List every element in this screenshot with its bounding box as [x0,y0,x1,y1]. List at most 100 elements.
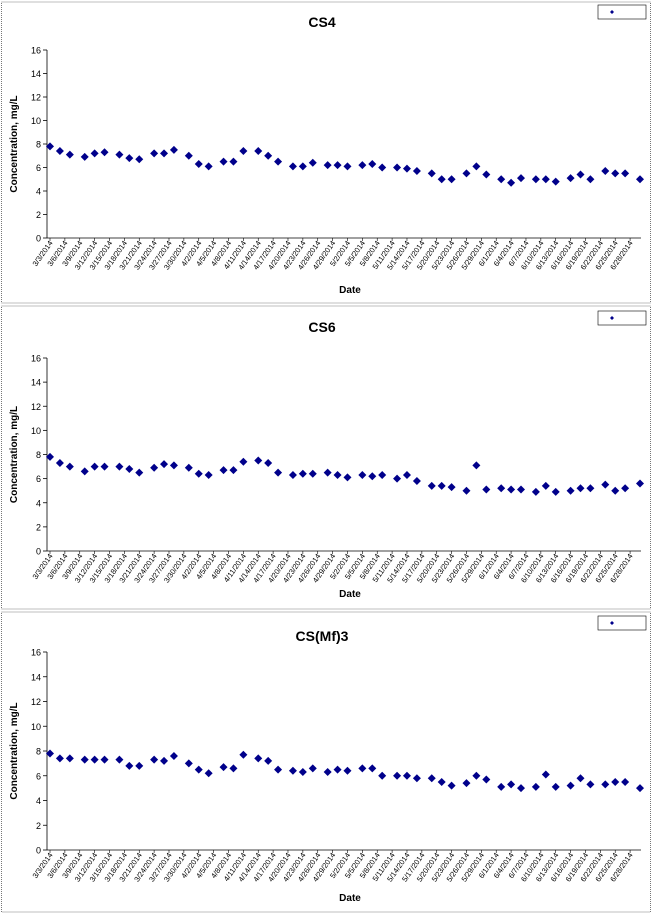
data-point [541,175,550,184]
data-point [288,766,297,775]
data-point [204,769,213,778]
y-tick-label: 16 [31,46,41,56]
y-tick-label: 12 [31,93,41,103]
data-point [611,169,620,178]
panel-frame [1,305,651,610]
data-point [531,782,540,791]
data-point [551,177,560,186]
y-tick-label: 14 [31,69,41,79]
y-tick-label: 12 [31,402,41,412]
data-point [507,485,516,494]
y-tick-label: 8 [36,450,41,460]
legend-box [597,310,647,326]
legend-marker [610,10,614,14]
legend-box [597,615,647,631]
data-point [472,162,481,171]
data-point [343,162,352,171]
data-point [621,484,630,493]
data-point [437,481,446,490]
y-tick-label: 6 [36,771,41,781]
data-point [601,167,610,176]
data-point [254,754,263,763]
data-point [541,770,550,779]
data-point [636,784,644,793]
data-point [427,169,436,178]
y-tick-label: 4 [36,498,41,508]
data-point [541,481,550,490]
data-point [239,147,248,156]
legend-marker [610,621,614,625]
data-point [368,159,377,168]
data-point [566,486,575,495]
data-point [358,471,367,480]
data-point [115,462,124,471]
x-axis-label: Date [339,589,361,600]
data-point [393,771,402,780]
data-point [254,147,263,156]
data-point [46,142,54,151]
data-point [135,761,144,770]
data-point [412,477,421,486]
y-tick-label: 0 [36,846,41,856]
data-point [531,487,540,496]
data-point [497,484,506,493]
data-point [184,759,193,768]
data-point [288,471,297,480]
data-point [219,466,228,475]
legend-marker [610,316,614,320]
data-point [194,159,203,168]
data-point [447,781,456,790]
data-point [125,464,134,473]
data-point [229,764,238,773]
x-axis-label: Date [339,893,361,904]
data-point [636,479,644,488]
data-point [358,764,367,773]
data-point [343,473,352,482]
data-point [55,147,64,156]
data-point [412,167,421,176]
data-point [378,471,387,480]
data-point [586,484,595,493]
chart-title: CS(Mf)3 [296,628,349,644]
data-point [437,777,446,786]
data-point [204,162,213,171]
data-point [447,175,456,184]
data-point [274,157,283,166]
data-point [150,149,159,158]
data-point [150,463,159,472]
data-point [551,782,560,791]
data-point [447,483,456,492]
data-point [437,175,446,184]
data-point [169,145,178,154]
data-point [100,462,109,471]
data-point [611,777,620,786]
data-point [472,771,481,780]
data-point [531,175,540,184]
data-point [462,486,471,495]
data-point [378,163,387,172]
data-point [333,161,342,170]
data-point [55,458,64,467]
y-axis-label: Concentration, mg/L [9,406,20,503]
data-point [507,178,516,187]
data-point [194,469,203,478]
y-tick-label: 8 [36,140,41,150]
data-point [308,764,317,773]
data-point [80,755,89,764]
data-point [611,486,620,495]
data-point [46,452,54,461]
y-tick-label: 14 [31,672,41,682]
data-point [308,469,317,478]
data-point [125,761,134,770]
data-point [482,170,491,179]
data-point [402,771,411,780]
data-point [219,763,228,772]
data-point [323,161,332,170]
y-tick-label: 16 [31,354,41,364]
data-point [239,457,248,466]
data-point [264,458,273,467]
data-point [219,157,228,166]
data-point [65,462,74,471]
data-point [274,468,283,477]
y-tick-label: 16 [31,648,41,658]
